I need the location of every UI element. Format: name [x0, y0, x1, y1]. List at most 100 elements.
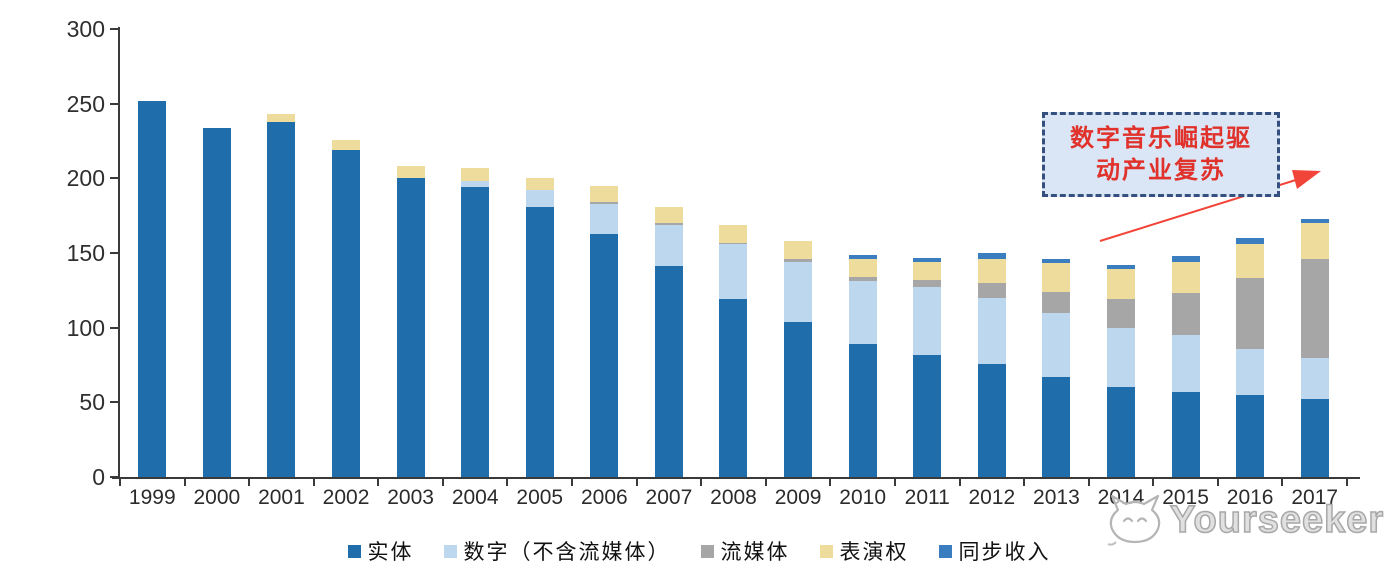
legend-item-流媒体[interactable]: 流媒体 [700, 536, 790, 566]
bar-segment-2013-数字（不含流媒体）[interactable] [1042, 312, 1071, 377]
bar-segment-2008-实体[interactable] [719, 299, 748, 477]
bar-segment-2006-数字（不含流媒体）[interactable] [590, 203, 619, 234]
bar-segment-2011-流媒体[interactable] [913, 279, 942, 288]
bar-stack-2014[interactable] [1106, 265, 1135, 477]
bar-segment-2016-表演权[interactable] [1236, 244, 1265, 279]
bar-segment-2000-实体[interactable] [202, 127, 231, 477]
legend-label-同步收入: 同步收入 [958, 541, 1051, 564]
bar-segment-2005-实体[interactable] [525, 206, 554, 477]
bar-segment-2012-数字（不含流媒体）[interactable] [977, 297, 1006, 364]
bar-stack-2005[interactable] [525, 178, 554, 477]
bar-segment-2014-同步收入[interactable] [1106, 265, 1135, 270]
bar-segment-2014-流媒体[interactable] [1106, 299, 1135, 328]
bar-segment-1999-实体[interactable] [138, 100, 167, 477]
bar-segment-2012-表演权[interactable] [977, 259, 1006, 283]
bar-segment-2007-实体[interactable] [654, 266, 683, 477]
bar-segment-2016-流媒体[interactable] [1236, 278, 1265, 349]
bar-segment-2011-表演权[interactable] [913, 262, 942, 280]
bar-segment-2003-表演权[interactable] [396, 166, 425, 179]
bar-stack-2006[interactable] [590, 185, 619, 477]
bar-segment-2013-同步收入[interactable] [1042, 259, 1071, 264]
bar-segment-2015-实体[interactable] [1171, 391, 1200, 477]
bar-segment-2006-实体[interactable] [590, 233, 619, 477]
bar-stack-2007[interactable] [654, 206, 683, 477]
bar-stack-2011[interactable] [913, 257, 942, 477]
bar-stack-2010[interactable] [848, 254, 877, 477]
bar-segment-2010-同步收入[interactable] [848, 254, 877, 259]
bar-stack-2012[interactable] [977, 253, 1006, 477]
bar-segment-2004-实体[interactable] [461, 187, 490, 477]
bar-column-2005 [507, 29, 572, 477]
bar-segment-2017-流媒体[interactable] [1300, 259, 1329, 358]
bar-segment-2007-流媒体[interactable] [654, 223, 683, 225]
bar-segment-2011-数字（不含流媒体）[interactable] [913, 287, 942, 355]
bar-segment-2007-表演权[interactable] [654, 206, 683, 224]
bar-segment-2001-实体[interactable] [267, 121, 296, 477]
bar-segment-2002-实体[interactable] [332, 149, 361, 477]
bar-stack-2015[interactable] [1171, 256, 1200, 477]
y-axis-label-0: 0 [92, 464, 105, 490]
bar-segment-2010-实体[interactable] [848, 344, 877, 477]
bar-segment-2012-流媒体[interactable] [977, 282, 1006, 298]
legend-item-同步收入[interactable]: 同步收入 [938, 536, 1051, 566]
bar-segment-2011-同步收入[interactable] [913, 257, 942, 262]
bar-segment-2014-数字（不含流媒体）[interactable] [1106, 327, 1135, 388]
bar-segment-2015-同步收入[interactable] [1171, 256, 1200, 262]
bar-segment-2015-流媒体[interactable] [1171, 293, 1200, 336]
x-tick-7 [571, 479, 574, 486]
bar-segment-2004-数字（不含流媒体）[interactable] [461, 181, 490, 188]
bar-stack-1999[interactable] [138, 100, 167, 477]
bar-column-2010 [830, 29, 895, 477]
bar-segment-2010-表演权[interactable] [848, 259, 877, 277]
bar-segment-2011-实体[interactable] [913, 354, 942, 477]
bar-stack-2017[interactable] [1300, 218, 1329, 477]
legend-item-实体[interactable]: 实体 [347, 536, 414, 566]
bar-segment-2012-实体[interactable] [977, 363, 1006, 477]
bar-segment-2017-表演权[interactable] [1300, 223, 1329, 259]
bar-stack-2013[interactable] [1042, 259, 1071, 477]
bar-segment-2017-同步收入[interactable] [1300, 218, 1329, 224]
bar-segment-2005-表演权[interactable] [525, 178, 554, 191]
bar-segment-2007-数字（不含流媒体）[interactable] [654, 224, 683, 267]
bar-segment-2013-流媒体[interactable] [1042, 291, 1071, 313]
y-axis-label-100: 100 [66, 314, 105, 341]
bar-segment-2016-数字（不含流媒体）[interactable] [1236, 348, 1265, 395]
bar-segment-2006-表演权[interactable] [590, 185, 619, 203]
bar-column-2007 [637, 29, 702, 477]
bar-segment-2010-流媒体[interactable] [848, 276, 877, 282]
bar-segment-2015-数字（不含流媒体）[interactable] [1171, 335, 1200, 392]
bar-segment-2013-表演权[interactable] [1042, 263, 1071, 292]
bar-stack-2001[interactable] [267, 114, 296, 477]
bar-segment-2009-实体[interactable] [784, 321, 813, 477]
bar-segment-2006-流媒体[interactable] [590, 202, 619, 204]
bar-segment-2004-表演权[interactable] [461, 167, 490, 182]
bar-segment-2009-表演权[interactable] [784, 241, 813, 259]
bar-segment-2008-表演权[interactable] [719, 224, 748, 243]
legend-item-表演权[interactable]: 表演权 [819, 536, 909, 566]
bar-segment-2010-数字（不含流媒体）[interactable] [848, 281, 877, 345]
bar-stack-2002[interactable] [332, 139, 361, 477]
legend-item-数字（不含流媒体）[interactable]: 数字（不含流媒体） [443, 536, 671, 566]
bar-segment-2016-实体[interactable] [1236, 394, 1265, 477]
bar-segment-2013-实体[interactable] [1042, 376, 1071, 477]
bar-segment-2014-表演权[interactable] [1106, 269, 1135, 300]
bar-stack-2016[interactable] [1236, 238, 1265, 477]
bar-segment-2001-表演权[interactable] [267, 114, 296, 122]
bar-stack-2003[interactable] [396, 166, 425, 477]
bar-segment-2008-流媒体[interactable] [719, 242, 748, 245]
bar-segment-2017-实体[interactable] [1300, 399, 1329, 477]
bar-stack-2008[interactable] [719, 224, 748, 477]
bar-segment-2014-实体[interactable] [1106, 387, 1135, 477]
bar-stack-2000[interactable] [202, 127, 231, 477]
bar-segment-2012-同步收入[interactable] [977, 253, 1006, 259]
bar-stack-2004[interactable] [461, 167, 490, 477]
bar-segment-2003-实体[interactable] [396, 178, 425, 477]
bar-segment-2017-数字（不含流媒体）[interactable] [1300, 357, 1329, 400]
bar-segment-2002-表演权[interactable] [332, 139, 361, 150]
bar-segment-2009-流媒体[interactable] [784, 259, 813, 262]
bar-segment-2009-数字（不含流媒体）[interactable] [784, 261, 813, 322]
bar-segment-2005-数字（不含流媒体）[interactable] [525, 190, 554, 207]
bar-stack-2009[interactable] [784, 241, 813, 477]
bar-segment-2015-表演权[interactable] [1171, 261, 1200, 294]
bar-segment-2008-数字（不含流媒体）[interactable] [719, 244, 748, 300]
